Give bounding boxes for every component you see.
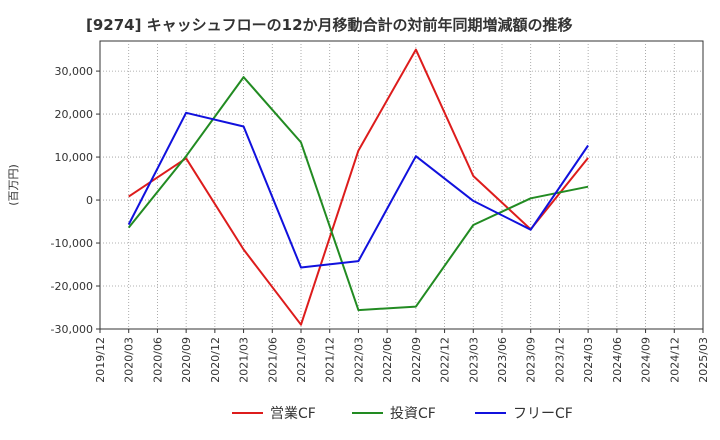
x-tick-label: 2021/03 — [238, 337, 251, 383]
y-tick-label: -10,000 — [51, 237, 93, 250]
plot-area — [99, 40, 704, 330]
x-tick-label: 2025/03 — [697, 337, 710, 383]
axes: 30,000 20,000 10,000 0 -10,000 -20,000 -30,000… — [51, 65, 710, 383]
x-tick-label: 2020/06 — [151, 337, 164, 383]
x-tick-label: 2020/12 — [209, 337, 222, 383]
x-tick-label: 2023/12 — [553, 337, 566, 383]
y-axis-label: (百万円) — [7, 164, 20, 206]
x-tick-label: 2024/12 — [668, 337, 681, 383]
x-tick-label: 2019/12 — [94, 337, 107, 383]
x-tick-label: 2020/03 — [123, 337, 136, 383]
x-tick-label: 2021/06 — [266, 337, 279, 383]
x-tick-label: 2021/12 — [324, 337, 337, 383]
y-tick-label: -30,000 — [51, 323, 93, 336]
y-tick-label: 20,000 — [55, 108, 94, 121]
x-tick-label: 2022/12 — [439, 337, 452, 383]
x-tick-label: 2022/09 — [410, 337, 423, 383]
series-lines — [127, 48, 589, 326]
legend: 営業CF 投資CF フリーCF — [232, 406, 573, 422]
y-tick-label: 10,000 — [55, 151, 94, 164]
legend-label: 投資CF — [390, 406, 436, 422]
x-tick-label: 2024/09 — [640, 337, 653, 383]
series-line — [127, 76, 589, 312]
grid — [100, 41, 703, 329]
y-tick-label: 0 — [86, 194, 93, 207]
legend-label: フリーCF — [513, 406, 573, 422]
x-tick-label: 2023/03 — [467, 337, 480, 383]
series-line — [127, 111, 589, 269]
x-tick-label: 2023/09 — [525, 337, 538, 383]
x-tick-label: 2021/09 — [295, 337, 308, 383]
x-tick-label: 2023/06 — [496, 337, 509, 383]
x-tick-label: 2022/03 — [352, 337, 365, 383]
x-tick-label: 2020/09 — [180, 337, 193, 383]
x-tick-label: 2022/06 — [381, 337, 394, 383]
x-tick-label: 2024/03 — [582, 337, 595, 383]
series-line — [128, 48, 589, 326]
chart-title: [9274] キャッシュフローの12か月移動合計の対前年同期増減額の推移 — [86, 16, 573, 34]
y-tick-label: -20,000 — [51, 280, 93, 293]
y-tick-label: 30,000 — [55, 65, 94, 78]
x-tick-label: 2024/06 — [611, 337, 624, 383]
legend-label: 営業CF — [270, 406, 316, 422]
